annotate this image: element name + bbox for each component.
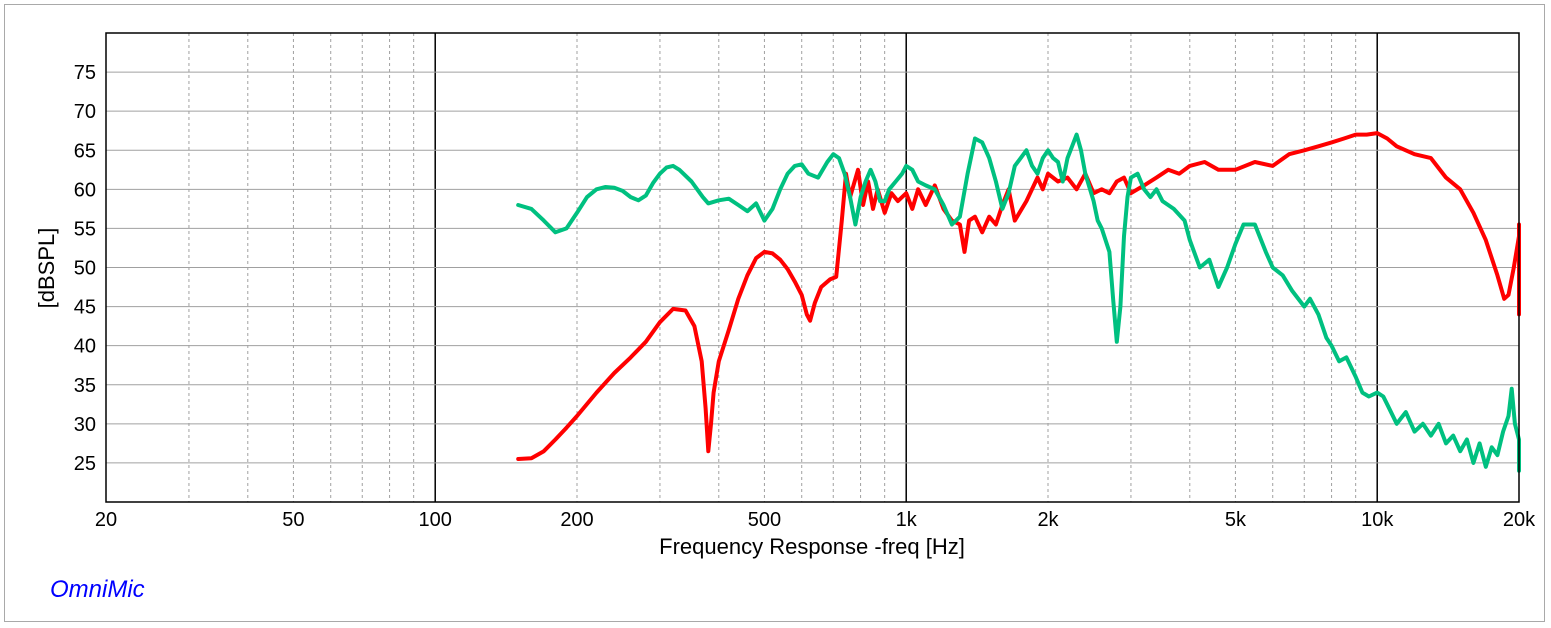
x-tick-label: 200 xyxy=(560,509,593,531)
y-tick-label: 25 xyxy=(74,453,96,475)
y-tick-label: 45 xyxy=(74,297,96,319)
series-line-2 xyxy=(516,132,1521,473)
tick-labels: 20 50 100 200 500 1k 2k 5k 10k 20k 25 30 35 40 45 50 55 6… xyxy=(74,62,1536,531)
y-tick-label: 65 xyxy=(74,140,96,162)
y-tick-label: 40 xyxy=(74,336,96,358)
plot-border xyxy=(105,32,1520,503)
x-tick-label: 10k xyxy=(1361,509,1394,531)
x-tick-label: 50 xyxy=(282,509,304,531)
y-tick-label: 50 xyxy=(74,258,96,280)
x-tick-label: 20 xyxy=(95,509,117,531)
series-layer xyxy=(516,131,1521,473)
x-tick-label: 20k xyxy=(1503,509,1536,531)
x-tick-label: 100 xyxy=(419,509,452,531)
y-axis-title: [dBSPL] xyxy=(34,228,59,309)
series-line-1 xyxy=(516,131,1521,461)
y-tick-label: 75 xyxy=(74,62,96,84)
x-axis-title: Frequency Response -freq [Hz] xyxy=(659,534,965,559)
y-tick-label: 35 xyxy=(74,375,96,397)
grid xyxy=(106,33,1519,502)
chart-window xyxy=(4,4,1545,622)
x-tick-label: 1k xyxy=(896,509,918,531)
x-tick-label: 5k xyxy=(1225,509,1247,531)
x-tick-label: 500 xyxy=(748,509,781,531)
omnimic-brand-label: OmniMic xyxy=(50,576,145,603)
y-tick-label: 70 xyxy=(74,101,96,123)
y-tick-label: 55 xyxy=(74,218,96,240)
x-tick-label: 2k xyxy=(1037,509,1059,531)
y-tick-label: 30 xyxy=(74,414,96,436)
y-tick-label: 60 xyxy=(74,179,96,201)
